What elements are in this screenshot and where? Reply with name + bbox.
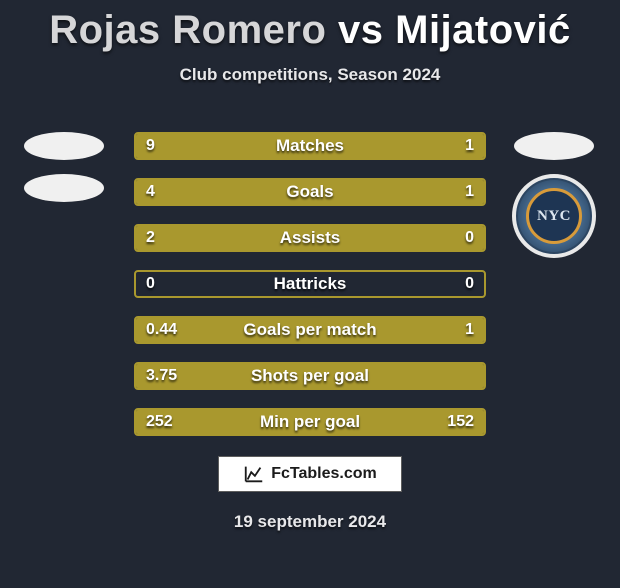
- vs-text: vs: [338, 8, 384, 52]
- stat-value-right: 1: [455, 180, 484, 204]
- stat-value-right: 152: [437, 410, 484, 434]
- stat-value-left: 9: [136, 134, 165, 158]
- comparison-title: Rojas Romero vs Mijatović: [0, 8, 620, 53]
- club-badge-nycfc-monogram: NYC: [526, 188, 582, 244]
- stat-label: Assists: [136, 226, 484, 250]
- left-club-badges: [24, 132, 104, 202]
- footer-logo-text: FcTables.com: [271, 465, 377, 483]
- stat-label: Hattricks: [136, 272, 484, 296]
- club-badge-blank: [514, 132, 594, 160]
- stat-value-left: 0.44: [136, 318, 187, 342]
- stat-row: Min per goal252 152: [134, 408, 486, 436]
- stat-value-left: 4: [136, 180, 165, 204]
- right-club-badges: NYC: [512, 132, 596, 258]
- stat-value-right: 0: [455, 272, 484, 296]
- stat-value-right: 0: [455, 226, 484, 250]
- chart-icon: [243, 463, 265, 485]
- stat-row: Goals4 1: [134, 178, 486, 206]
- stat-value-left: 252: [136, 410, 183, 434]
- stat-row: Shots per goal3.75: [134, 362, 486, 390]
- fctables-logo: FcTables.com: [218, 456, 402, 492]
- club-badge-blank: [24, 174, 104, 202]
- stat-label: Matches: [136, 134, 484, 158]
- stat-row: Goals per match0.44 1: [134, 316, 486, 344]
- stat-row: Hattricks0 0: [134, 270, 486, 298]
- stat-value-left: 3.75: [136, 364, 187, 388]
- stat-value-left: 2: [136, 226, 165, 250]
- club-badge-blank: [24, 132, 104, 160]
- stat-row: Assists2 0: [134, 224, 486, 252]
- subtitle: Club competitions, Season 2024: [0, 65, 620, 85]
- player1-name: Rojas Romero: [49, 8, 326, 52]
- stat-value-left: 0: [136, 272, 165, 296]
- stat-row: Matches9 1: [134, 132, 486, 160]
- stat-label: Goals per match: [136, 318, 484, 342]
- stat-label: Min per goal: [136, 410, 484, 434]
- comparison-rows: Matches91Goals41Assists20Hattricks00Goal…: [134, 132, 486, 436]
- stat-label: Shots per goal: [136, 364, 484, 388]
- stat-label: Goals: [136, 180, 484, 204]
- stat-value-right: 1: [455, 318, 484, 342]
- footer-date: 19 september 2024: [0, 512, 620, 532]
- club-badge-nycfc: NYC: [512, 174, 596, 258]
- player2-name: Mijatović: [395, 8, 571, 52]
- stat-value-right: 1: [455, 134, 484, 158]
